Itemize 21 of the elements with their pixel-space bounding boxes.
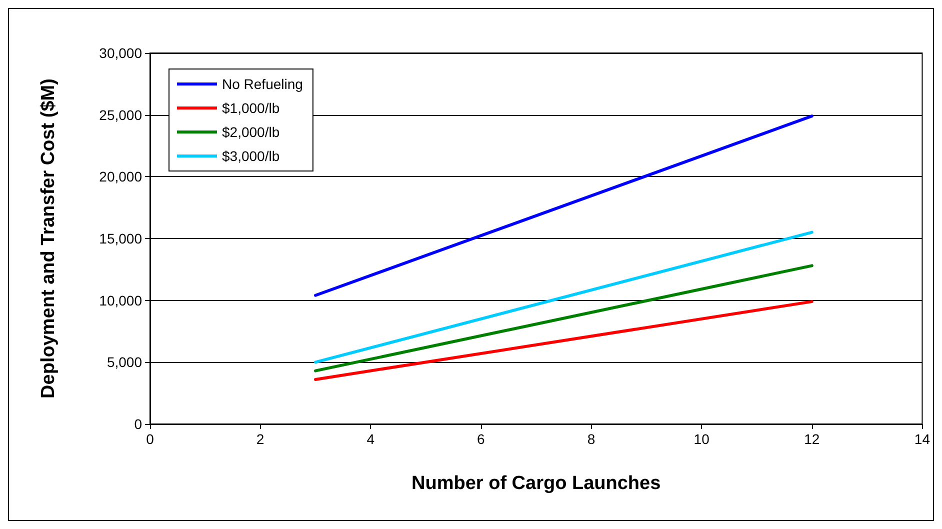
- y-tick-label: 25,000: [99, 106, 142, 123]
- legend-label: $1,000/lb: [222, 100, 280, 116]
- x-tick-label: 10: [694, 431, 710, 447]
- y-tick-label: 30,000: [99, 45, 142, 61]
- x-tick-label: 14: [914, 431, 930, 447]
- x-tick-label: 4: [366, 431, 375, 447]
- y-tick-label: 0: [134, 416, 142, 432]
- legend-label: No Refueling: [222, 76, 303, 92]
- y-tick-label: 15,000: [99, 230, 142, 246]
- y-axis-title: Deployment and Transfer Cost ($M): [38, 78, 59, 398]
- legend-label: $3,000/lb: [222, 148, 280, 164]
- x-tick-label: 12: [804, 431, 820, 447]
- x-tick-label: 2: [256, 431, 264, 447]
- x-tick-label: 8: [587, 431, 596, 447]
- y-tick-label: 10,000: [99, 292, 142, 308]
- x-tick-label: 0: [146, 431, 154, 447]
- y-tick-label: 5,000: [106, 354, 142, 370]
- x-tick-label: 6: [477, 431, 486, 447]
- legend-label: $2,000/lb: [222, 124, 280, 140]
- x-axis-title: Number of Cargo Launches: [412, 473, 661, 494]
- y-tick-label: 20,000: [99, 168, 142, 185]
